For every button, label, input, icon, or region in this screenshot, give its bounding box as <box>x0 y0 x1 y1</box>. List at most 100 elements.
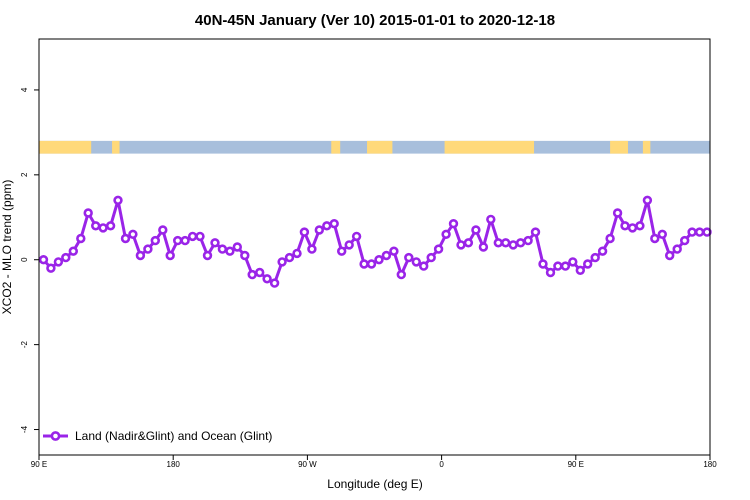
data-point <box>374 255 384 265</box>
data-point <box>173 235 183 246</box>
data-point <box>120 233 131 244</box>
data-point <box>456 240 466 250</box>
series-layer <box>38 195 712 288</box>
data-point <box>493 238 503 248</box>
x-axis-title: Longitude (deg E) <box>327 477 422 491</box>
data-point <box>277 257 287 267</box>
land-segment-5 <box>610 140 628 154</box>
data-point <box>150 235 161 246</box>
data-point <box>98 223 108 233</box>
data-point <box>523 235 533 246</box>
data-point <box>158 225 168 235</box>
data-point <box>590 252 600 263</box>
data-point <box>627 223 638 233</box>
data-point <box>486 214 496 225</box>
data-point <box>366 259 377 269</box>
data-point <box>284 252 295 263</box>
data-point <box>299 227 310 237</box>
data-point <box>635 221 645 231</box>
data-point <box>679 235 690 246</box>
data-point <box>545 267 556 278</box>
data-point <box>269 278 280 288</box>
data-point <box>381 250 392 261</box>
data-point <box>195 231 205 242</box>
land-segment-4 <box>444 140 535 154</box>
data-point <box>105 221 116 231</box>
data-point <box>448 219 459 229</box>
data-point <box>419 261 429 271</box>
legend-label: Land (Nadir&Glint) and Ocean (Glint) <box>75 429 272 443</box>
x-tick-label: 180 <box>703 460 717 469</box>
data-point <box>61 252 71 263</box>
data-point <box>582 259 593 269</box>
data-point <box>433 244 444 254</box>
land-ocean-band <box>39 140 710 154</box>
data-point <box>165 250 175 261</box>
data-point <box>344 240 354 250</box>
data-point <box>702 227 712 237</box>
data-point <box>664 250 675 261</box>
data-point <box>478 242 489 252</box>
data-point <box>83 208 93 218</box>
data-point <box>351 231 362 242</box>
data-point <box>672 244 682 254</box>
legend: Land (Nadir&Glint) and Ocean (Glint) <box>43 429 272 443</box>
y-axis-title: XCO2 - MLO trend (ppm) <box>0 180 14 315</box>
data-point <box>530 227 541 237</box>
data-point <box>657 229 667 240</box>
data-point <box>68 246 79 256</box>
data-point <box>38 255 49 265</box>
x-tick-label: 90 E <box>31 460 47 469</box>
data-point <box>396 269 406 280</box>
data-point <box>575 265 585 275</box>
x-tick-label: 0 <box>439 460 444 469</box>
data-point <box>612 208 623 218</box>
data-point <box>568 257 578 267</box>
y-tick-label: 4 <box>20 87 29 92</box>
data-point <box>217 244 228 254</box>
data-point <box>46 263 56 273</box>
data-point <box>322 221 332 231</box>
y-tick-label: -2 <box>20 340 29 348</box>
data-point <box>463 238 474 248</box>
plot-frame <box>38 38 711 456</box>
data-point <box>515 238 526 248</box>
data-point <box>404 252 414 263</box>
data-point <box>605 233 615 244</box>
data-point <box>232 242 243 252</box>
chart-title: 40N-45N January (Ver 10) 2015-01-01 to 2… <box>195 12 555 29</box>
data-point <box>597 246 608 256</box>
x-axis: 90 E 180 90 W 0 90 E 180 <box>31 455 717 469</box>
data-point <box>687 227 697 237</box>
data-point <box>90 221 101 231</box>
x-tick-label: 90 W <box>298 460 317 469</box>
data-point <box>694 227 705 237</box>
data-point <box>471 225 481 235</box>
y-tick-label: 0 <box>20 257 29 262</box>
data-point <box>255 267 265 278</box>
data-point <box>441 229 451 240</box>
data-point <box>187 231 198 242</box>
x-tick-label: 90 E <box>568 460 584 469</box>
data-point <box>337 246 347 256</box>
y-axis: -4 -2 0 2 4 <box>20 87 39 433</box>
data-point <box>642 195 653 206</box>
data-point <box>650 233 660 244</box>
data-point <box>314 225 324 235</box>
data-point <box>553 261 563 271</box>
data-point <box>210 238 220 248</box>
land-segment-3 <box>367 140 393 154</box>
data-point <box>501 238 511 248</box>
data-point <box>620 221 630 231</box>
data-point <box>247 269 257 280</box>
data-point <box>359 259 369 269</box>
data-point <box>329 219 339 229</box>
data-point <box>240 250 250 261</box>
land-segment-1 <box>112 140 120 154</box>
data-point <box>262 274 272 284</box>
data-point <box>180 235 190 246</box>
x-tick-label: 180 <box>167 460 181 469</box>
data-point <box>76 233 86 244</box>
data-point <box>307 244 317 254</box>
